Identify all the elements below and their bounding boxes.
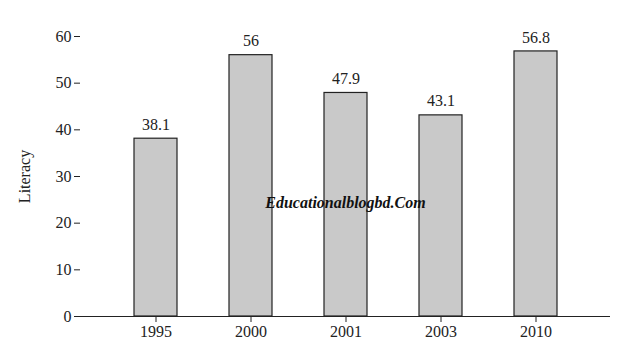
svg-text:38.1: 38.1: [142, 116, 170, 133]
svg-text:2001: 2001: [330, 323, 362, 340]
svg-text:Educationalblogbd.Com: Educationalblogbd.Com: [264, 194, 425, 212]
svg-text:40: 40: [56, 121, 72, 138]
svg-text:50: 50: [56, 74, 72, 91]
svg-text:60: 60: [56, 28, 72, 45]
svg-text:10: 10: [56, 261, 72, 278]
svg-text:1995: 1995: [140, 323, 172, 340]
svg-text:0: 0: [64, 308, 72, 325]
svg-text:2010: 2010: [520, 323, 552, 340]
svg-text:Literacy: Literacy: [16, 150, 34, 203]
svg-text:56.8: 56.8: [522, 29, 550, 46]
svg-text:2000: 2000: [235, 323, 267, 340]
svg-text:47.9: 47.9: [332, 70, 360, 87]
svg-text:20: 20: [56, 214, 72, 231]
svg-text:30: 30: [56, 168, 72, 185]
svg-text:43.1: 43.1: [427, 92, 455, 109]
svg-text:2003: 2003: [425, 323, 457, 340]
svg-text:56: 56: [243, 32, 259, 49]
